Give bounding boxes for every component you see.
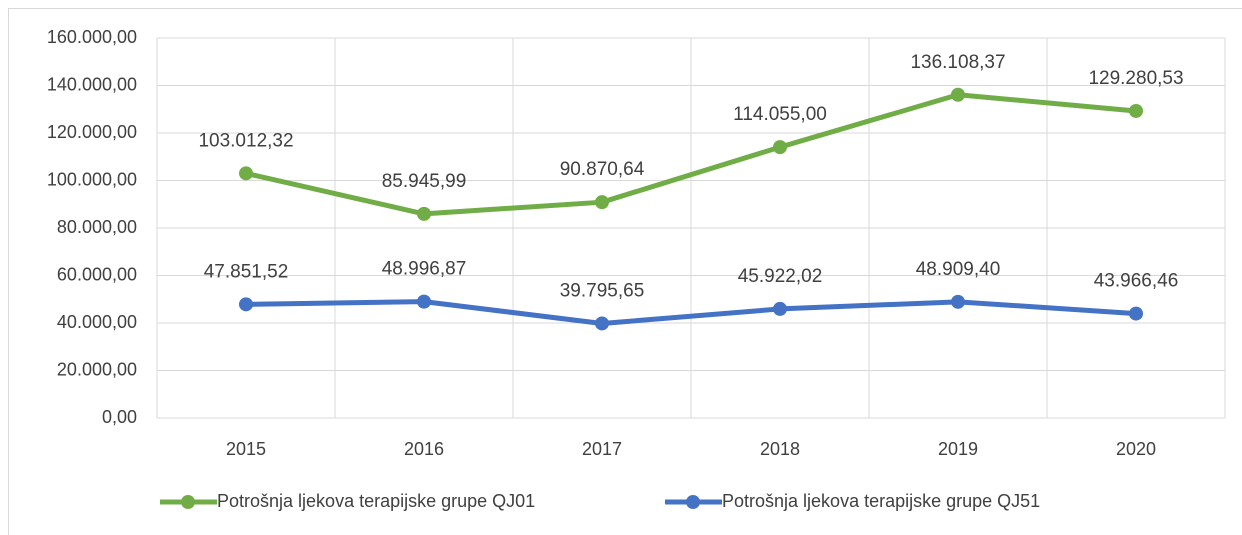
point-marker: [595, 316, 609, 331]
data-label: 48.996,87: [382, 259, 467, 280]
data-label: 48.909,40: [916, 259, 1001, 280]
y-tick-label: 60.000,00: [57, 264, 137, 284]
data-label: 39.795,65: [560, 281, 645, 302]
point-marker: [595, 195, 609, 210]
point-marker: [951, 87, 965, 102]
y-tick-label: 0,00: [102, 407, 137, 427]
series-line: [245, 92, 1137, 217]
x-tick-label: 2018: [760, 439, 800, 459]
x-tick-label: 2016: [404, 439, 444, 459]
data-label: 90.870,64: [560, 159, 645, 180]
point-marker: [951, 294, 965, 309]
point-marker: [239, 297, 253, 312]
point-marker: [417, 206, 431, 221]
point-marker: [1129, 103, 1143, 118]
series-line: [245, 299, 1137, 326]
data-label: 129.280,53: [1088, 68, 1183, 89]
data-label: 85.945,99: [382, 171, 467, 192]
legend-marker: [181, 495, 195, 509]
point-marker: [417, 294, 431, 309]
legend-label: Potrošnja ljekova terapijske grupe QJ51: [722, 491, 1040, 511]
data-label: 43.966,46: [1094, 271, 1179, 292]
point-marker: [773, 301, 787, 316]
legend-label: Potrošnja ljekova terapijske grupe QJ01: [217, 491, 535, 511]
data-label: 45.922,02: [738, 266, 823, 287]
y-tick-label: 140.000,00: [47, 74, 137, 94]
data-label: 103.012,32: [198, 130, 293, 151]
legend-marker: [686, 495, 700, 509]
data-label: 114.055,00: [733, 104, 827, 125]
point-marker: [239, 166, 253, 181]
x-tick-label: 2017: [582, 439, 622, 459]
chart-border: [8, 8, 1242, 535]
y-tick-label: 120.000,00: [47, 122, 137, 142]
y-tick-label: 40.000,00: [57, 312, 137, 332]
y-tick-label: 100.000,00: [47, 169, 137, 189]
point-marker: [1129, 306, 1143, 321]
y-tick-label: 20.000,00: [57, 359, 137, 379]
y-tick-label: 160.000,00: [47, 27, 137, 47]
data-label: 47.851,52: [204, 261, 289, 282]
y-tick-label: 80.000,00: [57, 217, 137, 237]
point-marker: [773, 140, 787, 155]
x-tick-label: 2019: [938, 439, 978, 459]
x-tick-label: 2020: [1116, 439, 1156, 459]
x-tick-label: 2015: [226, 439, 266, 459]
data-label: 136.108,37: [910, 52, 1005, 73]
